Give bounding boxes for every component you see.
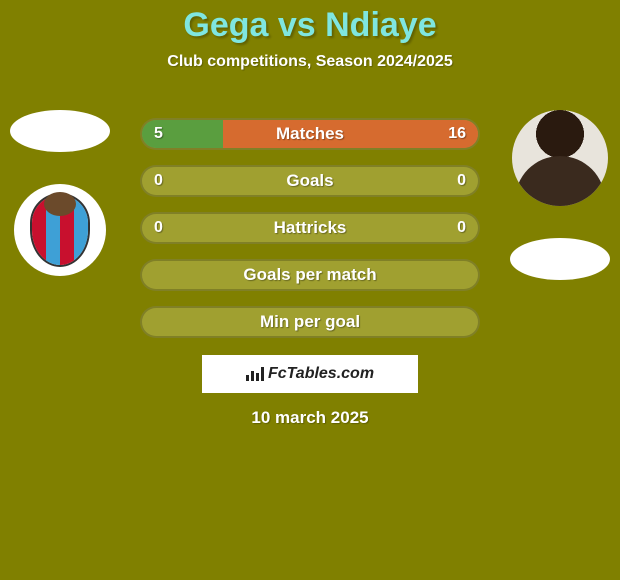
- player-right-column: [510, 110, 610, 280]
- stat-value-right: 0: [457, 219, 466, 237]
- brand-text: FcTables.com: [268, 365, 374, 383]
- player-left-column: [10, 110, 110, 276]
- stat-row: Goals per match: [140, 259, 480, 291]
- brand-badge: FcTables.com: [202, 355, 418, 393]
- title-text: Gega vs Ndiaye: [183, 6, 436, 44]
- footer-date-text: 10 march 2025: [251, 408, 368, 427]
- page-title: Gega vs Ndiaye: [0, 0, 620, 45]
- stat-value-right: 0: [457, 172, 466, 190]
- stat-value-left: 0: [154, 172, 163, 190]
- footer-date: 10 march 2025: [251, 408, 368, 428]
- stat-label: Goals per match: [243, 265, 376, 285]
- stat-label: Min per goal: [260, 312, 360, 332]
- stat-row: 5 Matches 16: [140, 118, 480, 150]
- stat-label: Matches: [276, 124, 344, 144]
- club-badge-left: [14, 184, 106, 276]
- stat-row: Min per goal: [140, 306, 480, 338]
- stat-value-left: 5: [154, 125, 163, 143]
- stats-panel: 5 Matches 16 0 Goals 0 0 Hattricks 0 Goals per ma…: [140, 118, 480, 338]
- stat-bar-right: [223, 120, 478, 148]
- club-badge-ball: [44, 192, 76, 216]
- subtitle: Club competitions, Season 2024/2025: [0, 53, 620, 71]
- subtitle-text: Club competitions, Season 2024/2025: [167, 53, 452, 70]
- player-right-photo: [512, 110, 608, 206]
- stat-row: 0 Goals 0: [140, 165, 480, 197]
- stat-label: Goals: [286, 171, 333, 191]
- chart-icon: [246, 367, 264, 381]
- stat-label: Hattricks: [274, 218, 347, 238]
- stat-value-left: 0: [154, 219, 163, 237]
- player-right-placeholder: [510, 238, 610, 280]
- stat-row: 0 Hattricks 0: [140, 212, 480, 244]
- stat-value-right: 16: [448, 125, 466, 143]
- player-left-placeholder: [10, 110, 110, 152]
